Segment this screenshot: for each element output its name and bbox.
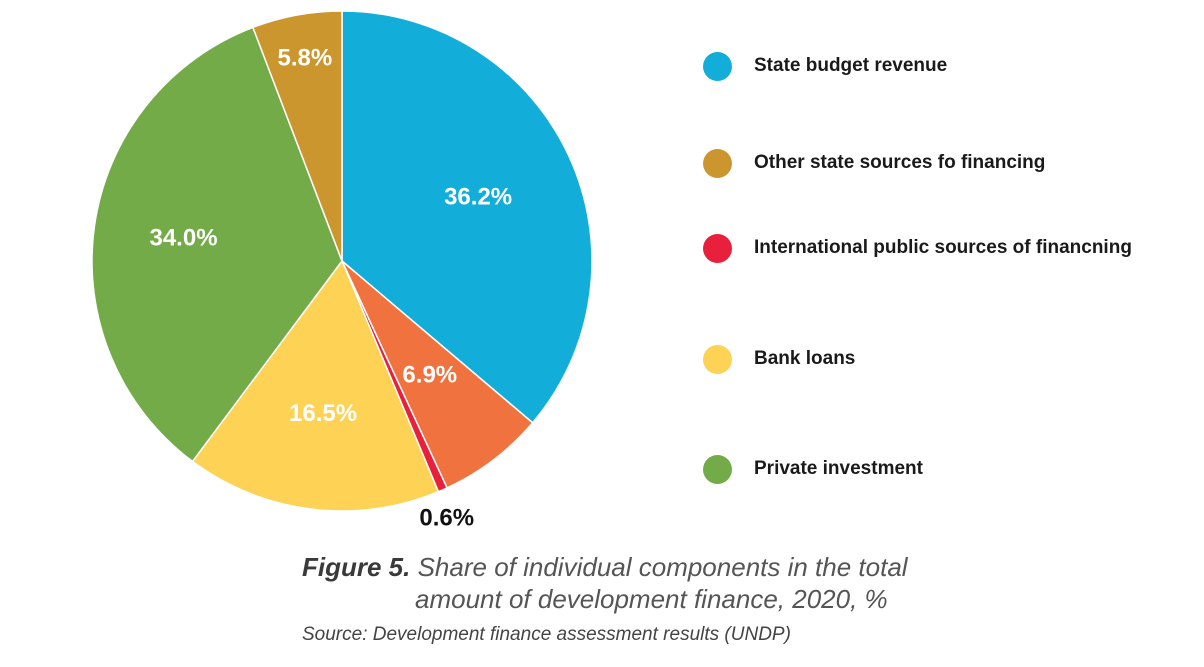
figure-caption: Figure 5. Share of individual components… (302, 551, 908, 615)
pie-slice (341, 260, 534, 489)
pie-slice (341, 10, 593, 424)
legend-swatch (703, 148, 732, 178)
pie-chart: 36.2% 6.9% 0.6% 16.5% 34.0% 5.8% (91, 10, 593, 530)
caption-line-1: Share of individual components in the to… (417, 552, 908, 582)
legend-item-bank-loans: Bank loans (703, 343, 855, 375)
pie-slice (251, 10, 343, 262)
legend-label: Private investment (754, 458, 923, 479)
pie-slices (91, 10, 593, 512)
legend-swatch (703, 344, 732, 374)
legend-label: Bank loans (754, 348, 856, 369)
legend-item-state-budget-revenue: State budget revenue (703, 50, 947, 82)
caption-line-2: amount of development finance, 2020, % (415, 584, 888, 614)
pie-slice (91, 26, 343, 463)
legend-swatch (703, 454, 732, 484)
source-note: Source: Development finance assessment r… (302, 624, 791, 645)
figure-number: Figure 5. (302, 552, 411, 582)
legend-swatch (703, 233, 732, 263)
legend-item-private-investment: Private investment (703, 453, 923, 485)
legend-item-international-public-sources: International public sources of financni… (703, 232, 1132, 264)
legend-label: State budget revenue (754, 55, 948, 76)
pie-slice (191, 259, 440, 512)
legend-swatch (703, 51, 732, 81)
pie-data-label: 0.6% (419, 504, 474, 530)
pie-data-label: 6.9% (402, 362, 457, 389)
pie-data-label: 34.0% (149, 224, 217, 251)
pie-data-label: 5.8% (278, 45, 333, 72)
pie-data-labels: 36.2% 6.9% 0.6% 16.5% 34.0% 5.8% (149, 45, 512, 530)
pie-data-label: 16.5% (289, 400, 357, 427)
legend-label: Other state sources fo financing (754, 152, 1046, 173)
legend-item-other-state-sources: Other state sources fo financing (703, 147, 1045, 179)
legend-label: International public sources of financni… (754, 237, 1132, 258)
pie-data-label: 36.2% (444, 183, 512, 210)
